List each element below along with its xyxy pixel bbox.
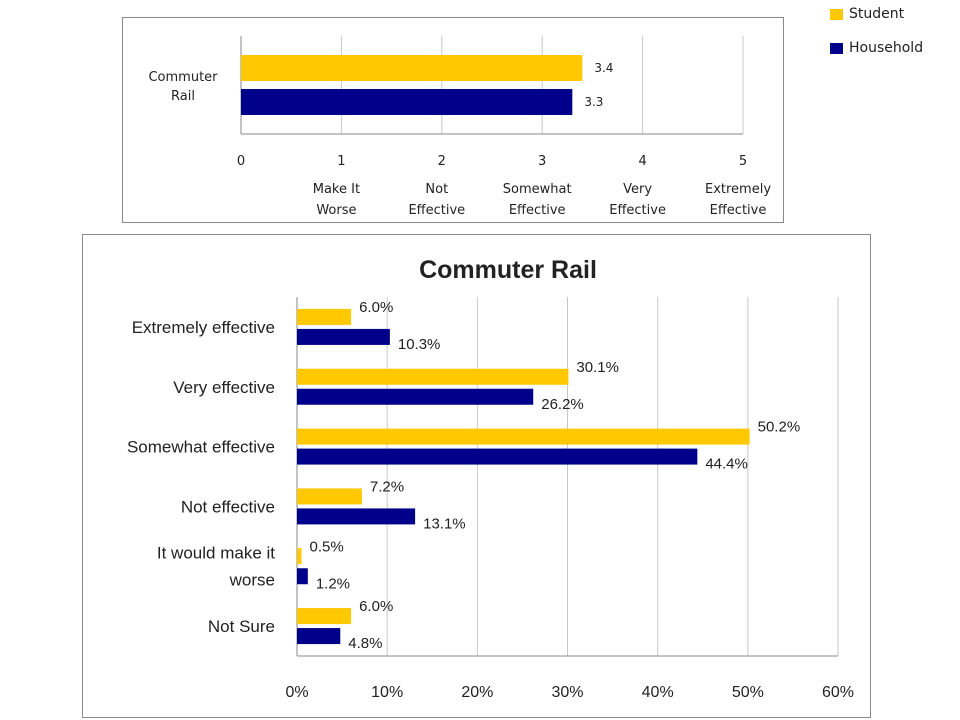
legend-label-household: Household	[849, 40, 924, 56]
bar-student	[297, 548, 302, 565]
x-tick-label: 5	[739, 154, 747, 169]
bar-student	[297, 488, 362, 505]
data-label: 1.2%	[316, 575, 350, 592]
top-chart: 0 1 Make It Worse 2 Not Effective 3 Somewhat Effe…	[148, 36, 771, 218]
x-tick-sublabel: Make It Worse	[313, 182, 360, 218]
bar-student	[297, 308, 352, 325]
x-tick-label: 0%	[285, 684, 308, 701]
x-tick-sublabel: Very Effective	[609, 182, 666, 218]
category-label: Not effective	[181, 497, 275, 516]
x-tick-label: 0	[237, 154, 245, 169]
x-tick-label: 3	[538, 154, 546, 169]
bottom-chart-panel: Commuter Rail 0% 10% 20% 30% 40% 50% 60% Extreme…	[82, 234, 871, 718]
x-tick-label: 2	[438, 154, 446, 169]
bar-household	[297, 388, 534, 405]
legend: Student Household	[830, 4, 923, 72]
category-label: Not Sure	[208, 617, 275, 636]
chart-title: Commuter Rail	[419, 256, 597, 284]
data-label: 6.0%	[359, 299, 393, 316]
bar-household	[297, 328, 390, 345]
x-tick-label: 4	[638, 154, 646, 169]
x-tick-label: 30%	[551, 684, 583, 701]
category-label: Extremely effective	[132, 318, 275, 337]
data-label: 3.3	[584, 95, 603, 109]
data-label: 44.4%	[705, 456, 748, 473]
data-label: 0.5%	[310, 538, 344, 555]
bar-household	[297, 508, 416, 525]
bar-student	[241, 55, 583, 81]
legend-item-household: Household	[830, 38, 923, 58]
x-tick-label: 1	[337, 154, 345, 169]
data-label: 30.1%	[576, 359, 619, 376]
legend-swatch-household	[830, 42, 843, 54]
x-tick-label: 20%	[461, 684, 493, 701]
bar-household	[297, 628, 341, 645]
x-tick-label: 60%	[822, 684, 854, 701]
category-label: Somewhat effective	[127, 438, 275, 457]
bar-student	[297, 608, 352, 625]
legend-swatch-student	[830, 8, 843, 20]
x-tick-sublabel: Extremely Effective	[705, 182, 771, 218]
top-chart-panel: 0 1 Make It Worse 2 Not Effective 3 Somewhat Effe…	[122, 17, 784, 223]
data-label: 26.2%	[541, 396, 584, 413]
x-tick-sublabel: Somewhat Effective	[503, 182, 572, 218]
x-tick-sublabel: Not Effective	[408, 182, 465, 218]
category-label: Commuter Rail	[148, 70, 218, 104]
category-label: It would make it worse	[157, 543, 275, 589]
legend-item-student: Student	[830, 4, 923, 24]
category-label: Very effective	[173, 378, 275, 397]
bar-household	[297, 568, 308, 585]
data-label: 10.3%	[398, 336, 441, 353]
data-label: 3.4	[594, 61, 613, 75]
legend-label-student: Student	[849, 6, 905, 22]
bar-household	[297, 448, 698, 465]
bar-student	[297, 428, 750, 445]
bottom-chart: Commuter Rail 0% 10% 20% 30% 40% 50% 60% Extreme…	[127, 256, 854, 701]
data-label: 50.2%	[758, 419, 801, 436]
data-label: 4.8%	[348, 635, 382, 652]
data-label: 6.0%	[359, 598, 393, 615]
data-label: 7.2%	[370, 478, 404, 495]
x-tick-label: 10%	[371, 684, 403, 701]
bar-household	[241, 89, 573, 115]
data-label: 13.1%	[423, 515, 466, 532]
x-tick-label: 50%	[732, 684, 764, 701]
bar-student	[297, 368, 569, 385]
x-tick-label: 40%	[642, 684, 674, 701]
